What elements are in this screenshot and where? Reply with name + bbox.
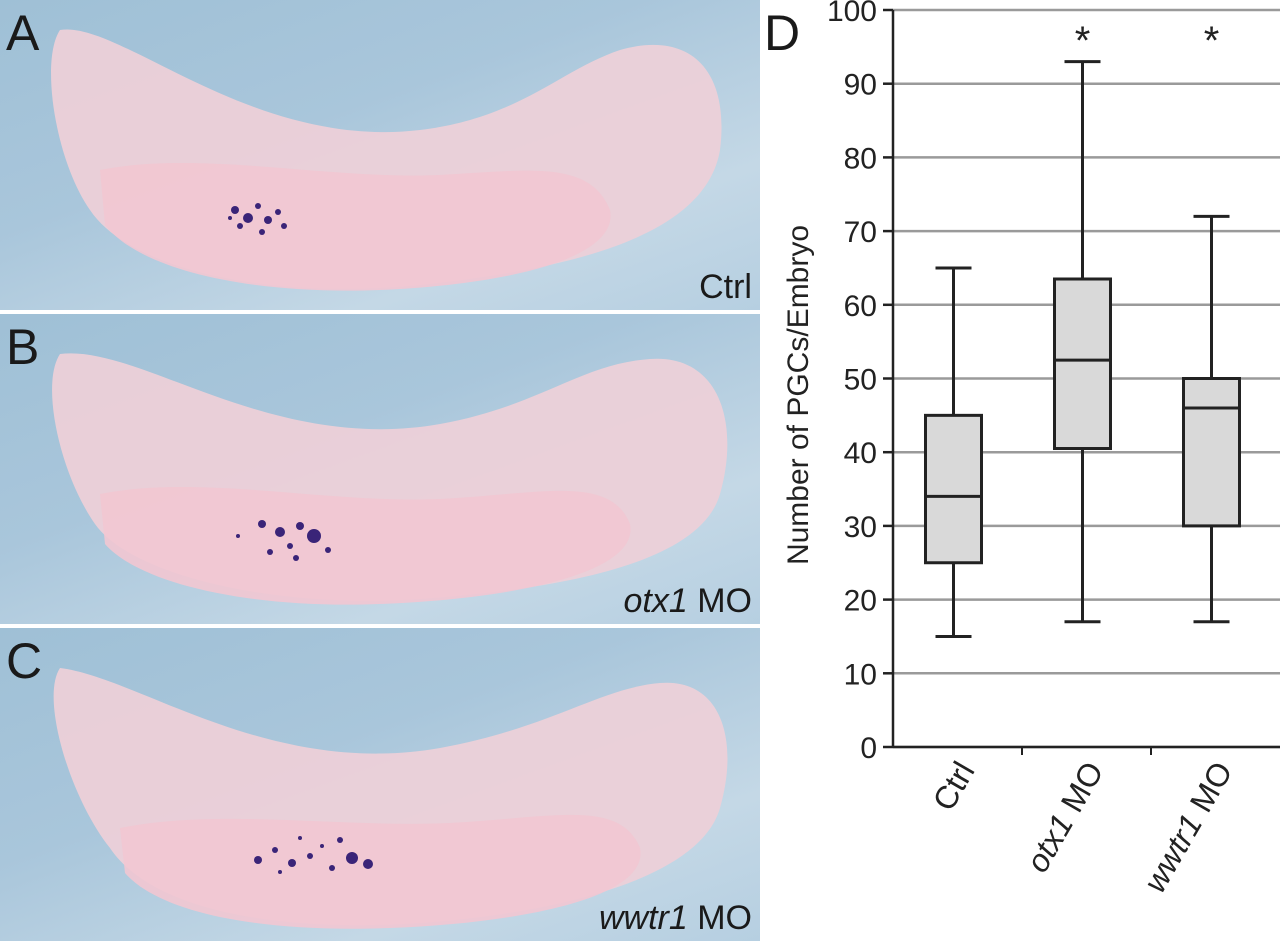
x-category-label: Ctrl — [926, 756, 982, 817]
panel-label-a: A — [6, 5, 40, 61]
micrograph-panel-c: C wwtr1 MO — [0, 628, 760, 941]
panel-label-d: D — [764, 5, 800, 61]
y-tick-label: 70 — [844, 216, 877, 249]
x-category-label: otx1 MO — [1019, 756, 1111, 879]
pgc-stain-c — [254, 836, 373, 874]
y-tick-label: 80 — [844, 142, 877, 175]
embryo-illustration-c — [53, 668, 728, 929]
y-axis-title: Number of PGCs/Embryo — [782, 225, 815, 565]
box-iqr — [924, 413, 983, 565]
y-tick-label: 20 — [844, 585, 877, 618]
y-tick-label: 90 — [844, 69, 877, 102]
box-series-1 — [1053, 60, 1112, 624]
box-iqr — [1053, 277, 1112, 451]
y-tick-label: 100 — [827, 0, 877, 28]
significance-marker: * — [1075, 19, 1091, 63]
significance-marker: * — [1204, 19, 1220, 63]
embryo-illustration-a — [51, 29, 722, 291]
boxplot-panel-d: D 0 10 20 30 40 50 60 70 80 90 100 Ctrl * otx1 MO * wwt… — [760, 0, 1280, 941]
panel-caption-c: wwtr1 MO — [598, 899, 752, 937]
x-category-label: wwtr1 MO — [1136, 756, 1239, 899]
panel-caption-a: Ctrl — [699, 268, 752, 306]
x-category-label-italic: wwtr1 — [1136, 808, 1209, 898]
micrograph-panel-a: A Ctrl — [0, 0, 760, 310]
y-tick-label: 50 — [844, 364, 877, 397]
panel-caption-b: otx1 MO — [623, 582, 752, 620]
y-tick-label: 60 — [844, 290, 877, 323]
embryo-illustration-b — [52, 353, 728, 605]
x-category-label-text: Ctrl — [926, 756, 982, 817]
box-iqr — [1182, 377, 1241, 528]
micrograph-panel-b: B otx1 MO — [0, 314, 760, 624]
y-tick-label: 10 — [844, 658, 877, 691]
panel-label-c: C — [6, 633, 43, 689]
boxplot-chart: D 0 10 20 30 40 50 60 70 80 90 100 Ctrl * otx1 MO * wwt… — [764, 0, 1280, 899]
y-tick-label: 0 — [860, 732, 877, 765]
panel-label-b: B — [6, 319, 40, 375]
box-series-0 — [924, 266, 983, 638]
y-tick-label: 40 — [844, 437, 877, 470]
box-series-2 — [1182, 214, 1241, 624]
pgc-stain-b — [236, 520, 331, 561]
y-tick-label: 30 — [844, 511, 877, 544]
pgc-stain-a — [228, 203, 287, 235]
